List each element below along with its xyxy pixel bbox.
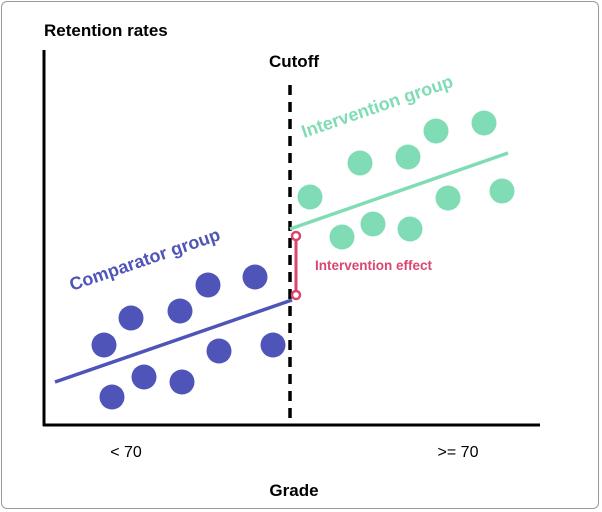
intervention-point bbox=[471, 110, 497, 136]
comparator-trend-line bbox=[54, 298, 293, 384]
cutoff-label: Cutoff bbox=[269, 52, 319, 71]
intervention-trend-line bbox=[289, 151, 509, 231]
intervention-point bbox=[347, 150, 373, 176]
intervention-point bbox=[397, 216, 423, 242]
comparator-point bbox=[206, 338, 232, 364]
intervention-point bbox=[395, 144, 421, 170]
comparator-point bbox=[195, 272, 221, 298]
intervention-point bbox=[297, 184, 323, 210]
comparator-point bbox=[99, 384, 125, 410]
comparator-point bbox=[167, 298, 193, 324]
intervention-point bbox=[329, 224, 355, 250]
comparator-point bbox=[242, 264, 268, 290]
comparator-point bbox=[91, 332, 117, 358]
effect-bottom-circle bbox=[290, 289, 302, 301]
intervention-point bbox=[435, 185, 461, 211]
comparator-points bbox=[91, 264, 286, 410]
intervention-point bbox=[489, 178, 515, 204]
x-axis-title: Grade bbox=[269, 481, 318, 500]
y-axis-title: Retention rates bbox=[44, 21, 168, 40]
intervention-effect-marker bbox=[290, 230, 302, 301]
intervention-effect-label: Intervention effect bbox=[315, 258, 433, 273]
intervention-point bbox=[423, 118, 449, 144]
intervention-point bbox=[360, 211, 386, 237]
effect-top-circle bbox=[290, 230, 302, 242]
comparator-point bbox=[131, 364, 157, 390]
x-tick-70-and-above: >= 70 bbox=[438, 444, 479, 461]
intervention-points bbox=[297, 110, 515, 250]
comparator-point bbox=[118, 305, 144, 331]
comparator-point bbox=[169, 369, 195, 395]
x-tick-below-70: < 70 bbox=[110, 444, 142, 461]
comparator-point bbox=[260, 332, 286, 358]
